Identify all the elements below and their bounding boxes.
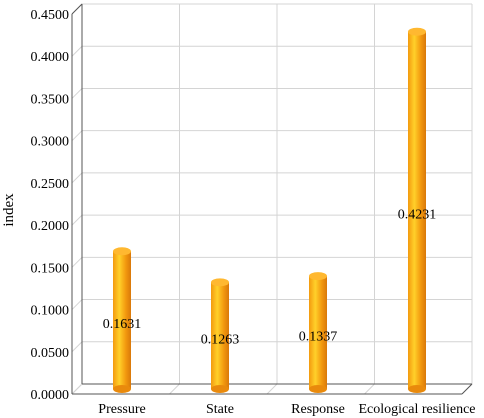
labels-layer: 0.0000 0.0500 0.1000 0.1500 0.2000 0.2500 0.30… xyxy=(31,8,476,417)
gridline-side xyxy=(71,88,83,99)
gridline-side xyxy=(71,341,83,353)
grid-layer xyxy=(71,3,473,395)
x-tick-label: State xyxy=(206,402,234,417)
bar-top xyxy=(408,27,426,36)
y-tick-label: 0.3500 xyxy=(31,92,70,107)
bar-top xyxy=(113,247,131,256)
y-tick-label: 0.0500 xyxy=(31,346,70,361)
y-axis-title: index xyxy=(1,193,17,227)
y-tick-label: 0.4500 xyxy=(31,8,70,23)
y-tick-label: 0.3000 xyxy=(31,135,70,150)
bar-body xyxy=(309,276,327,389)
floor-line xyxy=(169,383,180,395)
bar-body xyxy=(211,282,229,389)
gridline-side xyxy=(71,130,83,142)
gridline-side xyxy=(71,256,83,268)
floor-line xyxy=(364,383,375,395)
data-label: 0.4231 xyxy=(398,207,437,222)
y-tick-label: 0.1500 xyxy=(31,261,70,276)
y-tick-label: 0.1000 xyxy=(31,304,70,319)
bar-base xyxy=(113,385,131,393)
floor-right-edge xyxy=(461,383,473,395)
y-tick-label: 0.2500 xyxy=(31,177,70,192)
bar-body xyxy=(113,251,131,389)
bar xyxy=(309,272,327,393)
bar-top xyxy=(211,278,229,287)
gridline-side xyxy=(71,214,83,226)
bar-top xyxy=(309,272,327,281)
y-tick-label: 0.2000 xyxy=(31,219,70,234)
gridline-side xyxy=(71,172,83,184)
bar-body xyxy=(408,31,426,390)
floor-line xyxy=(71,383,83,395)
bars-layer xyxy=(113,27,426,393)
gridline-side xyxy=(71,45,83,57)
bar-base xyxy=(309,385,327,393)
axis-layer xyxy=(71,3,473,395)
floor-line xyxy=(266,383,278,395)
bar xyxy=(211,278,229,393)
bar xyxy=(408,27,426,393)
bar-base xyxy=(211,385,229,393)
data-label: 0.1631 xyxy=(103,317,142,332)
x-tick-label: Ecological resilience xyxy=(359,402,476,417)
bar-base xyxy=(408,385,426,393)
data-label: 0.1263 xyxy=(201,333,240,348)
top-edge xyxy=(71,3,83,15)
x-tick-label: Pressure xyxy=(98,402,145,417)
data-label: 0.1337 xyxy=(299,330,338,345)
y-tick-label: 0.0000 xyxy=(31,388,70,403)
x-tick-label: Response xyxy=(291,402,345,417)
y-tick-label: 0.4000 xyxy=(31,50,70,65)
gridline-side xyxy=(71,299,83,310)
bar xyxy=(113,247,131,393)
